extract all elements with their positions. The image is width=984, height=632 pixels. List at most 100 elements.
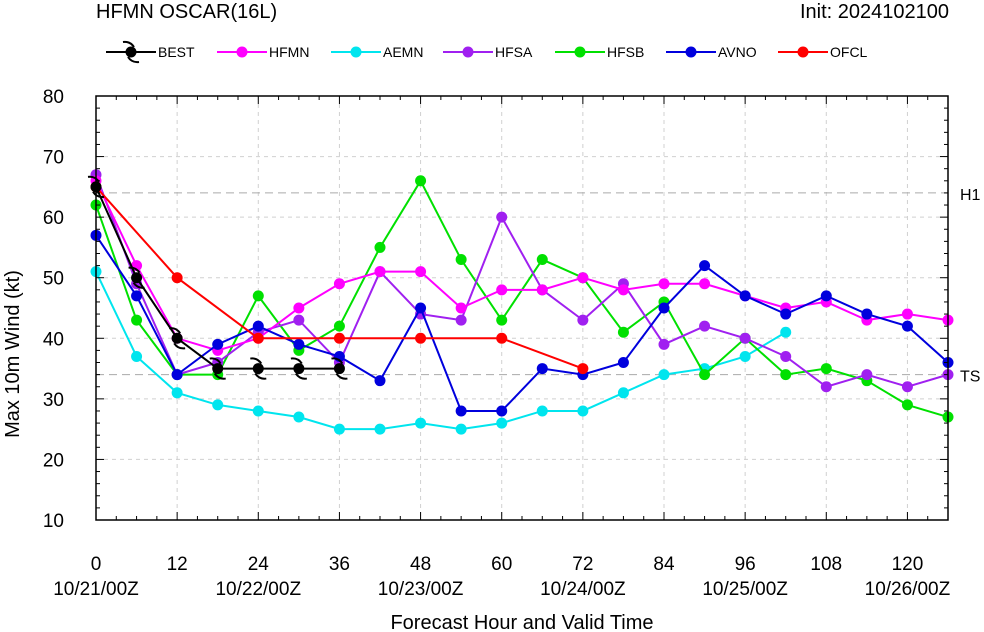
series-point-hfsa — [820, 381, 832, 393]
legend-label-hfsb: HFSB — [607, 44, 644, 60]
valid-time-label: 10/25/00Z — [702, 579, 788, 600]
series-point-aemn — [374, 423, 386, 435]
legend-marker-best — [122, 40, 140, 64]
legend-label-hfsa: HFSA — [495, 44, 533, 60]
chart-axes: 0 12 24 36 48 60 72 84 96 108 120 10/21/00Z 10/22/00… — [43, 87, 951, 600]
series-point-aemn — [171, 387, 183, 399]
valid-time-label: 10/21/00Z — [53, 579, 139, 600]
series-point-hfmn — [374, 266, 386, 278]
series-point-hfmn — [455, 302, 467, 314]
series-point-hfmn — [658, 278, 670, 290]
series-point-aemn — [293, 411, 305, 423]
hurricane-symbol-arm — [127, 56, 140, 64]
series-point-ofcl — [496, 332, 508, 344]
x-tick-label: 0 — [91, 554, 102, 575]
x-tick-label: 96 — [735, 554, 756, 575]
y-tick-label: 60 — [43, 208, 64, 229]
series-point-best — [128, 266, 145, 289]
valid-time-label: 10/22/00Z — [215, 579, 301, 600]
chart-grid — [96, 96, 948, 520]
series-point-aemn — [333, 423, 345, 435]
series-point-hfmn — [333, 278, 345, 290]
series-point-aemn — [131, 350, 143, 362]
series-point-hfsb — [333, 320, 345, 332]
hurricane-symbol-arm — [290, 357, 303, 365]
hurricane-symbol-arm — [254, 372, 267, 380]
series-point-avno — [374, 375, 386, 387]
valid-time-label: 10/23/00Z — [378, 579, 464, 600]
hurricane-symbol-arm — [169, 327, 181, 334]
series-point-hfsb — [374, 241, 386, 253]
series-point-aemn — [780, 326, 792, 338]
series-point-hfsb — [780, 369, 792, 381]
series-point-aemn — [536, 405, 548, 417]
valid-time-label: 10/26/00Z — [865, 579, 951, 600]
legend-label-hfmn: HFMN — [269, 44, 309, 60]
series-point-best — [87, 175, 105, 198]
series-point-avno — [455, 405, 467, 417]
x-tick-label: 36 — [329, 554, 350, 575]
series-point-ofcl — [171, 272, 183, 284]
hurricane-symbol-arm — [92, 191, 105, 198]
series-point-hfsa — [861, 369, 873, 381]
series-point-hfmn — [293, 302, 305, 314]
series-line-hfsa — [95, 174, 949, 388]
hurricane-symbol-arm — [295, 372, 307, 380]
x-tick-label: 12 — [167, 554, 188, 575]
series-point-avno — [415, 302, 427, 314]
series-point-hfmn — [617, 284, 629, 296]
series-point-aemn — [617, 387, 629, 399]
x-tick-label: 108 — [810, 554, 842, 575]
hurricane-symbol-arm — [209, 357, 222, 365]
plot-frame — [95, 95, 949, 521]
reference-line-label-h1: H1 — [960, 187, 981, 204]
series-point-avno — [252, 320, 264, 332]
series-point-avno — [820, 290, 832, 302]
series-point-hfsa — [699, 320, 711, 332]
series-point-aemn — [252, 405, 264, 417]
series-point-hfmn — [901, 308, 913, 320]
hurricane-symbol-arm — [122, 40, 135, 48]
series-point-hfsb — [901, 399, 913, 411]
series-point-hfmn — [577, 272, 589, 284]
y-axis-label: Max 10m Wind (kt) — [2, 270, 24, 438]
series-point-hfsb — [617, 326, 629, 338]
series-point-hfsb — [415, 175, 427, 187]
series-point-hfsb — [131, 314, 143, 326]
series-point-aemn — [496, 417, 508, 429]
chart-legend: BEST HFMN AEMN HFSA HFSB AVNO OFCL — [106, 40, 868, 64]
legend-marker-hfsa — [462, 46, 474, 58]
y-tick-label: 20 — [43, 450, 64, 471]
hurricane-symbol-arm — [213, 372, 226, 380]
series-point-aemn — [577, 405, 589, 417]
x-tick-label: 48 — [410, 554, 431, 575]
series-point-best — [209, 357, 226, 380]
series-point-aemn — [739, 350, 751, 362]
y-tick-label: 40 — [43, 329, 64, 350]
series-point-aemn — [212, 399, 224, 411]
legend-marker-hfsb — [574, 46, 586, 58]
series-point-hfsb — [699, 369, 711, 381]
y-tick-label: 70 — [43, 148, 64, 169]
y-tick-label: 50 — [43, 269, 64, 290]
series-line-avno — [95, 234, 949, 412]
series-point-hfsa — [455, 314, 467, 326]
hurricane-symbol-core — [212, 363, 224, 375]
series-point-avno — [131, 290, 143, 302]
hurricane-symbol-core — [131, 272, 143, 284]
series-point-aemn — [415, 417, 427, 429]
series-point-best — [290, 357, 307, 380]
chart-series — [87, 169, 954, 435]
series-point-hfmn — [415, 266, 427, 278]
series-point-ofcl — [333, 332, 345, 344]
y-tick-label: 30 — [43, 390, 64, 411]
reference-line-label-ts: TS — [960, 369, 980, 386]
x-tick-label: 24 — [248, 554, 270, 575]
hurricane-symbol-core — [171, 332, 183, 344]
series-point-ofcl — [252, 332, 264, 344]
hurricane-symbol-arm — [173, 342, 186, 350]
hurricane-symbol-arm — [250, 357, 263, 365]
y-tick-label: 80 — [43, 87, 64, 108]
series-point-avno — [617, 357, 629, 369]
series-line-hfmn — [95, 180, 949, 352]
